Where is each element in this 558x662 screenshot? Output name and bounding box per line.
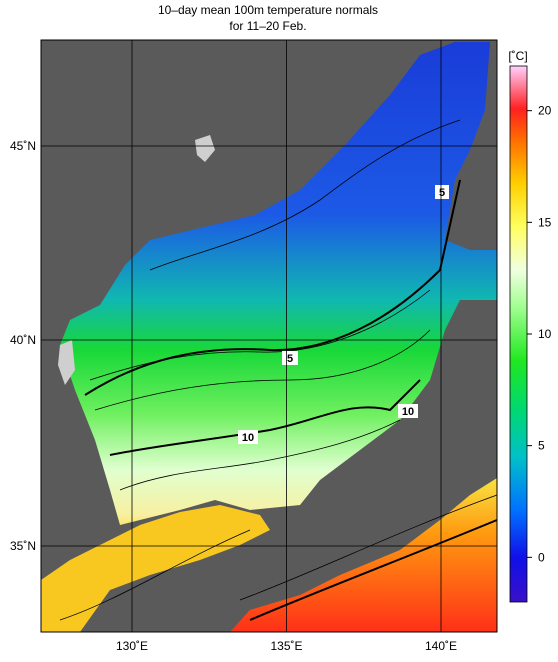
title-line: 10–day mean 100m temperature normals: [158, 3, 378, 17]
contour-label: 10: [402, 406, 414, 418]
sea-japan: [60, 42, 497, 525]
lon-label: 135˚E: [270, 639, 302, 653]
contour-label: 10: [242, 432, 254, 444]
map-frame: [40, 39, 498, 633]
colorbar-unit: [˚C]: [508, 49, 527, 63]
sea-pacific: [230, 478, 497, 632]
sea-south: [41, 505, 270, 632]
lat-label: 45˚N: [10, 139, 36, 153]
lat-label: 35˚N: [10, 539, 36, 553]
coast-shelf: [58, 340, 75, 385]
contour-label-bg: [238, 430, 258, 444]
colorbar-label: 20: [538, 104, 552, 118]
colorbar-label: 10: [538, 327, 552, 341]
title-line: for 11–20 Feb.: [229, 19, 306, 33]
contour-label: 5: [439, 187, 445, 199]
lat-label: 40˚N: [10, 333, 36, 347]
colorbar: [509, 65, 528, 603]
colorbar-label: 15: [538, 215, 552, 229]
map: 5 5 10 10: [40, 39, 498, 633]
contours: [59, 119, 498, 621]
colorbar-label: 5: [538, 439, 545, 453]
contour-label-bg: [398, 404, 418, 418]
colorbar-label: 0: [538, 550, 545, 564]
contour-label-bg: [435, 185, 449, 199]
lon-label: 140˚E: [425, 639, 457, 653]
contour-label-bg: [282, 351, 298, 365]
lon-label: 130˚E: [116, 639, 148, 653]
contour-label: 5: [287, 353, 293, 365]
island: [195, 135, 215, 162]
